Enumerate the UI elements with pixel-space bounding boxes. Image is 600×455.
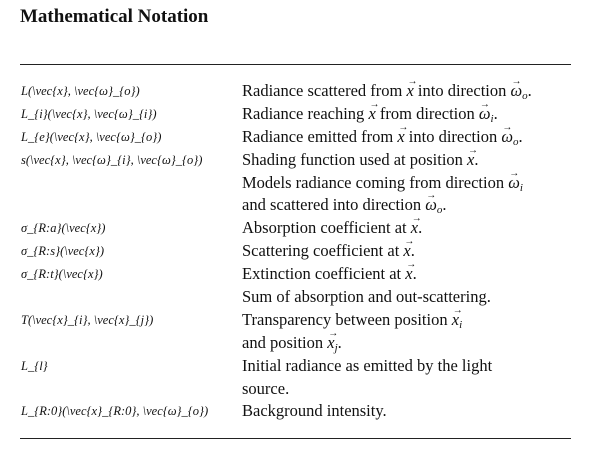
notation-description: Scattering coefficient at x. — [242, 231, 581, 263]
notation-description: Sum of absorption and out-scattering. — [242, 287, 491, 307]
notation-description: Extinction coefficient at x. — [242, 254, 581, 286]
bottom-rule — [20, 438, 571, 439]
notation-symbol: s(\vec{x}, \vec{ω}_{i}, \vec{ω}_{o}) — [21, 152, 203, 167]
notation-symbol — [21, 332, 242, 355]
table-row: and scattered into direction ωo. — [21, 185, 581, 217]
notation-description: Models radiance coming from direction ωi — [242, 163, 581, 195]
table-row: Models radiance coming from direction ωi — [21, 163, 581, 195]
table-row: L(\vec{x}, \vec{ω}_{o}) Radiance scattere… — [21, 71, 581, 103]
notation-description: and scattered into direction ωo. — [242, 185, 581, 217]
notation-symbol: L_{e}(\vec{x}, \vec{ω}_{o}) — [21, 129, 162, 144]
notation-description: Radiance reaching x from direction ωi. — [242, 94, 581, 126]
table-row: σ_{R:s}(\vec{x}) Scattering coefficient a… — [21, 231, 581, 263]
notation-description: Shading function used at position x. — [242, 140, 581, 172]
table-row: Sum of absorption and out-scattering. — [21, 286, 581, 309]
notation-description: Initial radiance as emitted by the light — [242, 355, 493, 375]
notation-symbol: σ_{R:t}(\vec{x}) — [21, 267, 103, 282]
notation-description: source. — [242, 378, 290, 398]
table-row: and position xj. — [21, 323, 581, 355]
notation-description: and position xj. — [242, 323, 581, 355]
top-rule — [20, 64, 571, 65]
table-row: L_{R:0}(\vec{x}_{R:0}, \vec{ω}_{o}) Backg… — [21, 400, 581, 423]
notation-description: Radiance emitted from x into direction ω… — [242, 117, 581, 149]
notation-symbol: L(\vec{x}, \vec{ω}_{o}) — [21, 84, 140, 98]
notation-symbol: σ_{R:a}(\vec{x}) — [21, 221, 106, 236]
notation-description: Absorption coefficient at x. — [242, 208, 581, 240]
table-row: L_{e}(\vec{x}, \vec{ω}_{o}) Radiance emit… — [21, 117, 581, 149]
notation-symbol — [21, 172, 242, 195]
notation-table: L(\vec{x}, \vec{ω}_{o}) Radiance scattere… — [21, 71, 581, 423]
notation-symbol: L_{i}(\vec{x}, \vec{ω}_{i}) — [21, 106, 157, 121]
table-row: source. — [21, 378, 581, 401]
notation-symbol: L_{R:0}(\vec{x}_{R:0}, \vec{ω}_{o}) — [21, 404, 209, 419]
table-row: σ_{R:a}(\vec{x}) Absorption coefficient a… — [21, 208, 581, 240]
notation-description: Transparency between position xi — [242, 300, 581, 332]
notation-description: Radiance scattered from x into direction… — [242, 71, 581, 103]
table-row: s(\vec{x}, \vec{ω}_{i}, \vec{ω}_{o}) Shad… — [21, 140, 581, 172]
table-row: T(\vec{x}_{i}, \vec{x}_{j}) Transparency … — [21, 300, 581, 332]
notation-symbol — [21, 286, 242, 309]
table-row: L_{i}(\vec{x}, \vec{ω}_{i}) Radiance reac… — [21, 94, 581, 126]
table-row: L_{l} Initial radiance as emitted by the … — [21, 355, 581, 378]
notation-description: Background intensity. — [242, 401, 387, 421]
notation-symbol — [21, 194, 242, 217]
notation-symbol: σ_{R:s}(\vec{x}) — [21, 244, 105, 259]
notation-symbol: L_{l} — [21, 358, 48, 373]
section-title: Mathematical Notation — [20, 6, 209, 27]
notation-symbol — [21, 378, 242, 401]
notation-symbol: T(\vec{x}_{i}, \vec{x}_{j}) — [21, 312, 154, 327]
table-row: σ_{R:t}(\vec{x}) Extinction coefficient a… — [21, 254, 581, 286]
